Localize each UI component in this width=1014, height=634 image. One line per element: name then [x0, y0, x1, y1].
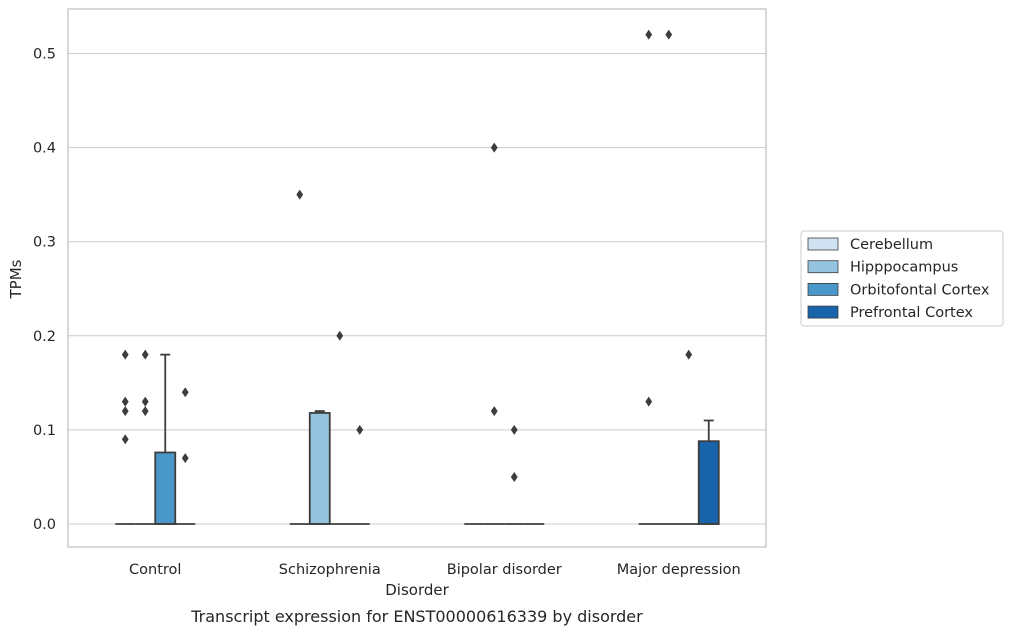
x-tick-label: Bipolar disorder: [447, 562, 562, 578]
box-orbitofontal-cortex: [329, 330, 350, 525]
outlier-point: [121, 396, 129, 407]
box-cerebellum: [289, 189, 310, 525]
outlier-point: [141, 349, 149, 360]
box-hipppocampus: [484, 142, 505, 525]
x-axis-label: Disorder: [385, 581, 449, 599]
y-tick-label: 0.0: [33, 517, 56, 533]
legend: Cerebellum Hipppocampus Orbitofontal Corte…: [800, 230, 1004, 327]
outlier-point: [121, 349, 129, 360]
box-orbitofontal-cortex: [154, 353, 177, 525]
legend-swatch: [807, 237, 839, 251]
outlier-point: [510, 424, 518, 435]
outlier-point: [685, 349, 693, 360]
box-cerebellum: [115, 349, 136, 525]
outlier-point: [121, 406, 129, 417]
legend-entry: Cerebellum: [850, 237, 933, 253]
y-axis-label: TPMs: [7, 259, 25, 299]
y-tick-label: 0.4: [33, 141, 56, 157]
y-tick-label: 0.1: [33, 423, 56, 439]
box-rect: [697, 440, 720, 525]
box-cerebellum: [638, 29, 659, 525]
x-tick-label: Schizophrenia: [279, 562, 381, 578]
legend-entry: Prefrontal Cortex: [850, 305, 973, 321]
outlier-point: [121, 434, 129, 445]
legend-entry: Hipppocampus: [850, 260, 958, 276]
legend-entry: Orbitofontal Cortex: [850, 282, 990, 298]
x-axis-ticks: Control Schizophrenia Bipolar disorder Majo…: [129, 562, 741, 578]
legend-frame: [800, 230, 1004, 327]
box-prefrontal-cortex: [349, 424, 370, 525]
box-prefrontal-cortex: [175, 387, 196, 525]
y-axis-ticks: 0.0 0.1 0.2 0.3 0.4 0.5: [33, 47, 56, 534]
outlier-point: [490, 142, 498, 153]
box-orbitofontal-cortex: [504, 424, 525, 525]
y-tick-label: 0.2: [33, 329, 56, 345]
outlier-point: [181, 387, 189, 398]
outlier-point: [665, 29, 673, 40]
box-hipppocampus: [135, 349, 156, 525]
plot-frame: [67, 8, 767, 548]
x-tick-label: Control: [129, 562, 181, 578]
outlier-point: [296, 189, 304, 200]
box-rect: [154, 451, 177, 525]
x-tick-label: Major depression: [617, 562, 741, 578]
box-rect: [308, 412, 331, 525]
legend-swatch: [807, 282, 839, 296]
outlier-point: [336, 330, 344, 341]
outlier-point: [645, 29, 653, 40]
plot-marks: [115, 29, 720, 525]
y-tick-label: 0.3: [33, 235, 56, 251]
box-orbitofontal-cortex: [678, 349, 699, 525]
outlier-point: [510, 471, 518, 482]
outlier-point: [181, 453, 189, 464]
legend-swatch: [807, 305, 839, 319]
y-tick-label: 0.5: [33, 47, 56, 63]
outlier-point: [141, 406, 149, 417]
box-prefrontal-cortex: [697, 419, 720, 525]
box-hipppocampus: [658, 29, 679, 525]
outlier-point: [141, 396, 149, 407]
outlier-point: [490, 406, 498, 417]
legend-swatch: [807, 260, 839, 274]
chart-caption: Transcript expression for ENST0000061633…: [190, 607, 643, 626]
outlier-point: [356, 424, 364, 435]
outlier-point: [645, 396, 653, 407]
box-hipppocampus: [308, 410, 331, 525]
